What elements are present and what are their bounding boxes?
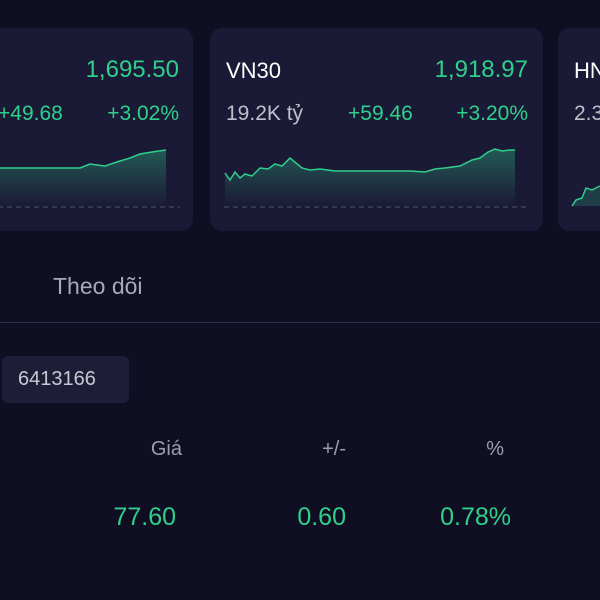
- index-card[interactable]: 1,695.50 +49.68 +3.02%: [0, 28, 193, 231]
- volume: 2.3: [574, 102, 600, 125]
- index-card[interactable]: VN30 1,918.97 19.2K tỷ +59.46 +3.20%: [210, 28, 543, 231]
- volume: 19.2K tỷ: [226, 102, 304, 125]
- percent: +3.02%: [107, 102, 179, 125]
- percent-value: 0.78%: [440, 503, 511, 531]
- percent: +3.20%: [456, 102, 528, 125]
- index-name: VN30: [226, 58, 282, 83]
- change: +59.46: [348, 102, 413, 125]
- sparkline: [571, 185, 600, 207]
- symbol-chip[interactable]: 6413166: [2, 356, 129, 403]
- column-header: +/-: [322, 438, 346, 460]
- divider: [0, 322, 600, 323]
- price: 1,918.97: [434, 56, 528, 83]
- change-value: 0.60: [297, 503, 346, 531]
- change: +49.68: [0, 102, 63, 125]
- sparkline: [0, 149, 180, 208]
- index-card[interactable]: HN 2.3: [558, 28, 600, 231]
- sparkline: [224, 148, 530, 208]
- column-header: Giá: [150, 438, 182, 460]
- tab[interactable]: Theo dõi: [53, 273, 143, 299]
- index-name: HN: [574, 58, 600, 83]
- column-header: %: [486, 438, 504, 460]
- price-value: 77.60: [113, 503, 176, 531]
- price: 1,695.50: [85, 56, 179, 83]
